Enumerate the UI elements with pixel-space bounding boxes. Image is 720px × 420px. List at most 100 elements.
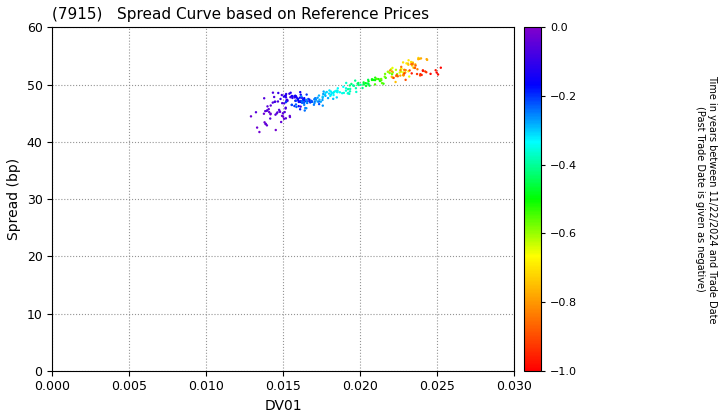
Point — [387, 71, 398, 78]
Point — [400, 67, 411, 74]
Point — [309, 98, 320, 105]
Point — [317, 93, 328, 100]
Point — [413, 56, 424, 63]
Point — [298, 97, 310, 104]
Point — [282, 97, 293, 104]
Point — [290, 97, 302, 104]
Point — [342, 90, 354, 97]
Point — [328, 92, 339, 98]
Point — [323, 95, 334, 102]
Point — [341, 79, 352, 86]
Point — [403, 73, 415, 80]
Point — [397, 72, 409, 79]
Point — [406, 70, 418, 77]
Point — [279, 92, 291, 99]
Point — [304, 96, 315, 103]
Point — [402, 68, 414, 75]
Point — [276, 92, 287, 98]
Point — [291, 94, 302, 101]
Point — [300, 97, 312, 103]
Point — [297, 99, 308, 105]
Point — [298, 97, 310, 103]
Point — [368, 76, 379, 83]
Point — [332, 89, 343, 96]
Point — [415, 55, 427, 62]
Point — [347, 82, 359, 89]
Point — [297, 100, 308, 106]
Point — [320, 89, 331, 96]
Point — [360, 83, 372, 89]
Point — [298, 100, 310, 106]
Point — [398, 72, 410, 79]
Point — [373, 76, 384, 82]
Point — [308, 101, 320, 108]
Point — [351, 89, 362, 95]
Point — [355, 81, 366, 88]
Point — [296, 93, 307, 100]
Point — [431, 69, 443, 76]
Point — [267, 99, 279, 106]
Point — [279, 116, 290, 122]
Point — [310, 95, 321, 102]
Point — [395, 68, 407, 75]
Point — [270, 127, 282, 134]
Point — [267, 89, 279, 96]
Point — [304, 98, 315, 105]
Point — [305, 98, 317, 105]
Point — [292, 96, 304, 102]
Point — [344, 86, 356, 92]
Point — [312, 94, 323, 101]
Point — [302, 100, 313, 106]
Point — [276, 100, 288, 107]
Point — [379, 74, 390, 80]
Point — [387, 68, 398, 75]
Point — [274, 108, 286, 115]
Point — [318, 91, 329, 97]
Point — [269, 94, 280, 100]
Point — [271, 110, 282, 117]
Point — [289, 97, 301, 104]
Point — [272, 98, 284, 105]
X-axis label: DV01: DV01 — [264, 399, 302, 413]
Point — [284, 114, 296, 121]
Point — [265, 110, 276, 117]
Point — [273, 89, 284, 96]
Point — [294, 99, 306, 105]
Point — [285, 89, 297, 96]
Point — [293, 99, 305, 105]
Point — [414, 72, 426, 79]
Point — [301, 99, 312, 106]
Point — [261, 103, 273, 110]
Point — [286, 101, 297, 108]
Point — [280, 94, 292, 101]
Point — [361, 80, 373, 87]
Point — [287, 93, 298, 100]
Point — [277, 110, 289, 117]
Point — [292, 96, 303, 102]
Point — [289, 103, 300, 110]
Y-axis label: Spread (bp): Spread (bp) — [7, 158, 21, 240]
Point — [319, 92, 330, 98]
Point — [396, 66, 408, 72]
Point — [364, 82, 375, 89]
Point — [320, 92, 331, 99]
Point — [309, 96, 320, 103]
Point — [344, 88, 356, 94]
Point — [395, 63, 407, 70]
Point — [348, 82, 360, 89]
Point — [279, 93, 291, 100]
Point — [271, 109, 283, 116]
Point — [284, 94, 296, 100]
Point — [292, 97, 304, 104]
Point — [400, 69, 411, 76]
Point — [306, 97, 318, 104]
Point — [277, 113, 289, 120]
Point — [295, 103, 307, 110]
Point — [300, 105, 311, 111]
Point — [315, 98, 327, 105]
Point — [305, 99, 316, 106]
Point — [296, 94, 307, 101]
Point — [300, 105, 312, 112]
Point — [384, 67, 396, 74]
Point — [395, 66, 407, 72]
